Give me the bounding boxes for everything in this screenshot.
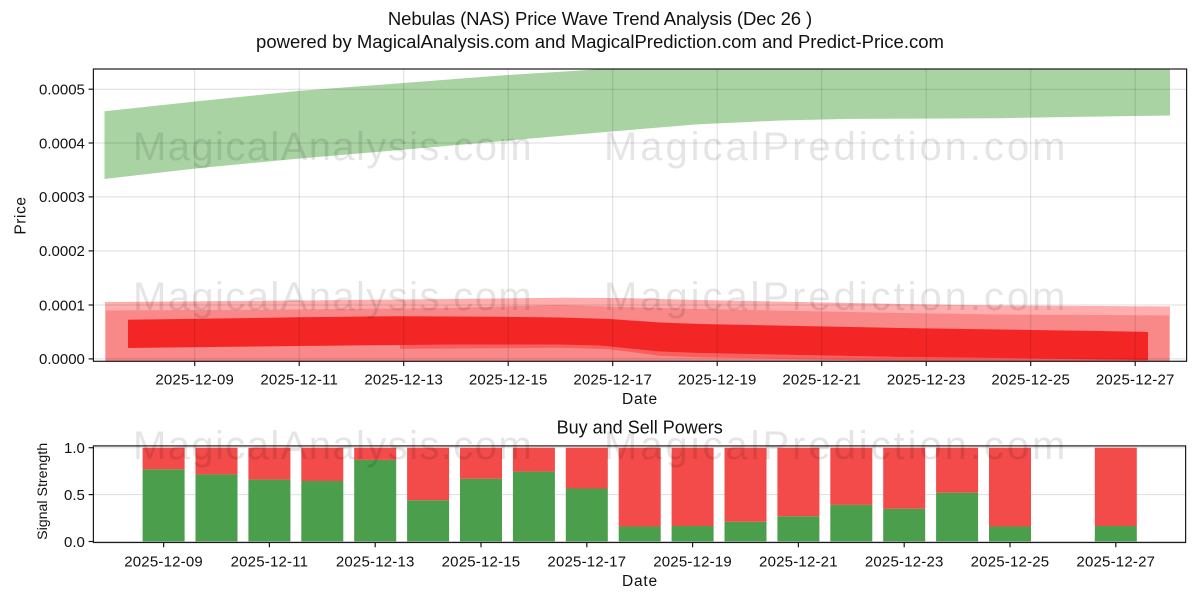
- svg-text:2025-12-15: 2025-12-15: [469, 372, 548, 389]
- svg-text:2025-12-25: 2025-12-25: [971, 554, 1050, 571]
- svg-text:0.0000: 0.0000: [39, 351, 85, 368]
- svg-text:MagicalAnalysis.com: MagicalAnalysis.com: [133, 275, 533, 319]
- svg-text:2025-12-21: 2025-12-21: [782, 372, 861, 389]
- svg-text:2025-12-09: 2025-12-09: [124, 554, 203, 571]
- svg-text:Price: Price: [13, 196, 30, 234]
- svg-text:MagicalAnalysis.com: MagicalAnalysis.com: [133, 125, 533, 169]
- svg-text:2025-12-15: 2025-12-15: [442, 554, 521, 571]
- svg-text:MagicalAnalysis.com: MagicalAnalysis.com: [133, 424, 533, 468]
- svg-text:Nebulas (NAS) Price Wave Trend: Nebulas (NAS) Price Wave Trend Analysis …: [388, 8, 812, 29]
- svg-text:0.0004: 0.0004: [39, 135, 85, 152]
- svg-text:MagicalPrediction.com: MagicalPrediction.com: [604, 275, 1068, 319]
- svg-text:powered by MagicalAnalysis.com: powered by MagicalAnalysis.com and Magic…: [256, 31, 944, 52]
- svg-text:2025-12-09: 2025-12-09: [155, 372, 234, 389]
- svg-text:2025-12-19: 2025-12-19: [653, 554, 732, 571]
- svg-text:2025-12-23: 2025-12-23: [865, 554, 944, 571]
- svg-text:Signal Strength: Signal Strength: [35, 443, 51, 540]
- svg-text:2025-12-11: 2025-12-11: [231, 554, 309, 571]
- svg-text:2025-12-25: 2025-12-25: [991, 372, 1070, 389]
- svg-text:MagicalPrediction.com: MagicalPrediction.com: [604, 424, 1068, 468]
- svg-text:0.5: 0.5: [64, 487, 85, 504]
- svg-text:0.0003: 0.0003: [39, 189, 85, 206]
- svg-text:2025-12-13: 2025-12-13: [364, 372, 443, 389]
- svg-text:2025-12-11: 2025-12-11: [260, 372, 338, 389]
- svg-text:2025-12-17: 2025-12-17: [573, 372, 652, 389]
- svg-text:2025-12-17: 2025-12-17: [547, 554, 626, 571]
- svg-text:2025-12-23: 2025-12-23: [887, 372, 966, 389]
- svg-text:0.0: 0.0: [64, 534, 85, 551]
- svg-text:Date: Date: [622, 573, 658, 590]
- svg-text:2025-12-27: 2025-12-27: [1076, 554, 1155, 571]
- svg-text:Buy and Sell Powers: Buy and Sell Powers: [557, 417, 723, 437]
- svg-text:2025-12-13: 2025-12-13: [336, 554, 415, 571]
- svg-text:0.0002: 0.0002: [39, 243, 85, 260]
- svg-text:0.0005: 0.0005: [39, 82, 85, 99]
- svg-text:2025-12-27: 2025-12-27: [1096, 372, 1175, 389]
- svg-text:MagicalPrediction.com: MagicalPrediction.com: [604, 125, 1068, 169]
- svg-text:0.0001: 0.0001: [39, 297, 85, 314]
- svg-text:2025-12-21: 2025-12-21: [759, 554, 838, 571]
- svg-text:1.0: 1.0: [64, 440, 85, 457]
- svg-text:2025-12-19: 2025-12-19: [678, 372, 757, 389]
- svg-text:Date: Date: [622, 391, 658, 408]
